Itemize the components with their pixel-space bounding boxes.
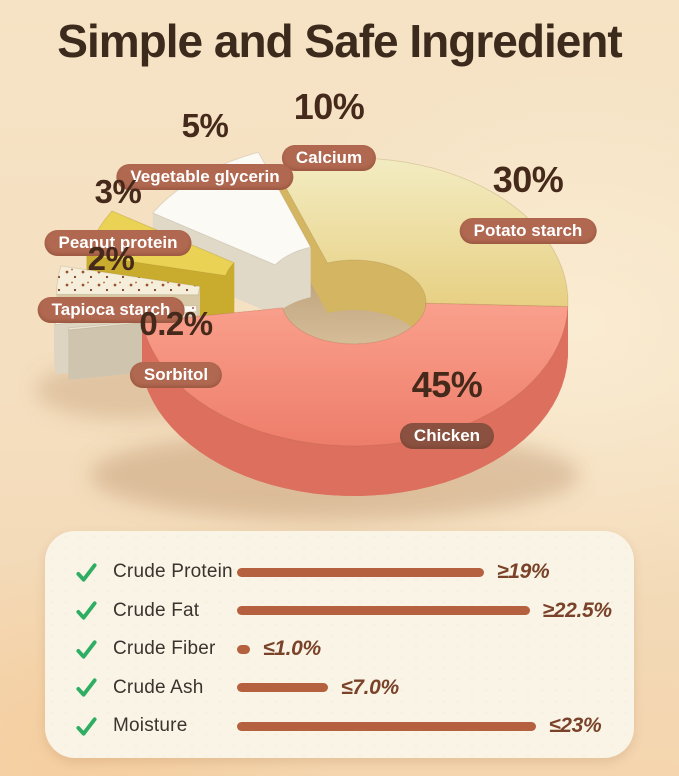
slice-label-badge: Calcium xyxy=(281,145,377,171)
nutrition-label: Crude Fat xyxy=(113,599,200,621)
donut-shadow xyxy=(90,430,580,520)
callout-sorbitol: 0.2% Sorbitol xyxy=(129,305,223,388)
nutrition-label: Crude Ash xyxy=(113,676,204,698)
slice-value: 10% xyxy=(293,86,365,127)
slice-label-badge: Sorbitol xyxy=(129,362,223,388)
nutrition-row: Crude Ash ≤7.0% xyxy=(75,669,634,708)
donut-hole-floor xyxy=(278,262,430,354)
slice-value: 3% xyxy=(94,173,142,210)
page-title: Simple and Safe Ingredient xyxy=(57,15,622,67)
slice-value: 0.2% xyxy=(139,305,213,342)
nutrition-value: ≥22.5% xyxy=(542,598,613,622)
callout-potato-starch: 30% Potato starch xyxy=(459,159,597,244)
nutrition-value: ≥19% xyxy=(497,560,550,584)
nutrition-bar xyxy=(237,567,484,577)
nutrition-row: Crude Fat ≥22.5% xyxy=(75,592,634,631)
nutrition-label: Crude Protein xyxy=(113,561,233,583)
check-icon xyxy=(76,563,97,582)
slice-label-badge: Potato starch xyxy=(459,218,597,244)
nutrition-value: ≤7.0% xyxy=(341,675,399,699)
nutrition-value: ≤1.0% xyxy=(263,637,321,661)
slice-value: 30% xyxy=(492,159,564,200)
callout-calcium: 10% Calcium xyxy=(281,86,377,171)
check-icon xyxy=(76,640,97,659)
nutrition-bar xyxy=(237,721,536,731)
nutrition-label: Crude Fiber xyxy=(113,638,216,660)
nutrition-bar xyxy=(237,606,530,616)
nutrition-value: ≤23% xyxy=(549,714,602,738)
slice-label-badge: Chicken xyxy=(399,423,495,449)
nutrition-row: Crude Protein ≥19% xyxy=(75,553,634,592)
callout-chicken: 45% Chicken xyxy=(399,364,495,449)
nutrition-label: Moisture xyxy=(113,715,188,737)
slice-value: 2% xyxy=(87,240,135,277)
check-icon xyxy=(76,717,97,736)
nutrition-row: Moisture ≤23% xyxy=(75,707,634,746)
check-icon xyxy=(76,601,97,620)
slice-value: 45% xyxy=(411,364,483,405)
nutrition-bar xyxy=(237,683,328,693)
nutrition-row: Crude Fiber ≤1.0% xyxy=(75,630,634,669)
slice-value: 5% xyxy=(181,107,229,144)
nutrition-bar xyxy=(237,644,250,654)
check-icon xyxy=(76,678,97,697)
nutrition-panel: Crude Protein ≥19% Crude Fat ≥22.5% Crud… xyxy=(45,531,634,758)
